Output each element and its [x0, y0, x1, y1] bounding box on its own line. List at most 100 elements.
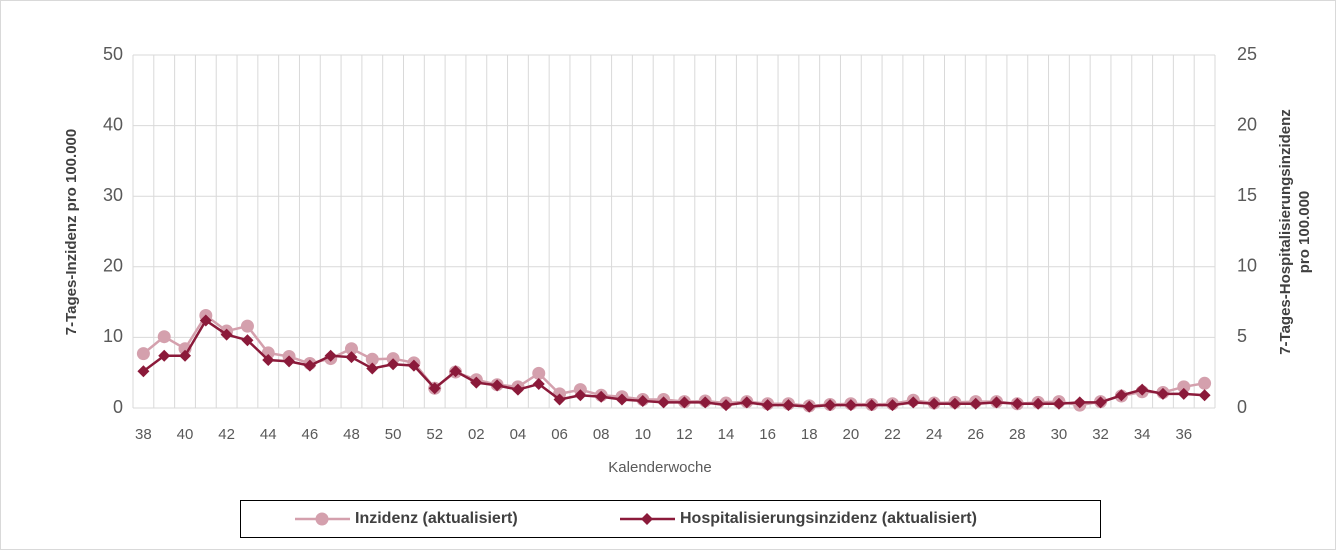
data-point [761, 399, 774, 412]
data-point [740, 396, 753, 409]
data-point [449, 365, 462, 378]
data-point [262, 353, 275, 366]
x-tick-label: 42 [218, 426, 235, 443]
data-point [824, 399, 837, 412]
data-point [1052, 397, 1065, 410]
y-tick-label: 40 [103, 114, 123, 134]
data-point [283, 355, 296, 368]
data-point [1177, 387, 1190, 400]
data-point [720, 399, 733, 412]
x-tick-label: 02 [468, 426, 485, 443]
data-point [532, 366, 546, 380]
legend-label: Inzidenz (aktualisiert) [355, 510, 518, 527]
data-point [1177, 380, 1191, 394]
data-point [1094, 396, 1107, 409]
legend-box [240, 500, 1101, 538]
x-axis-label: Kalenderwoche [608, 459, 711, 476]
data-point [199, 314, 212, 327]
data-point [782, 399, 795, 412]
x-tick-label: 26 [967, 426, 984, 443]
data-point [969, 397, 982, 410]
y2-tick-label: 20 [1237, 114, 1257, 134]
data-point [220, 328, 233, 341]
data-point [324, 349, 337, 362]
y-tick-label: 0 [113, 397, 123, 417]
y2-axis-label: pro 100.000 [1296, 191, 1313, 274]
data-point [407, 359, 420, 372]
x-tick-label: 44 [260, 426, 277, 443]
x-tick-label: 04 [510, 426, 527, 443]
y2-axis-label: 7-Tages-Hospitalisierungsinzidenz [1277, 109, 1294, 355]
x-tick-label: 40 [177, 426, 194, 443]
data-point [532, 377, 545, 390]
data-point [1032, 397, 1045, 410]
x-tick-label: 48 [343, 426, 360, 443]
data-point [470, 376, 483, 389]
data-point [1073, 396, 1086, 409]
x-tick-label: 16 [759, 426, 776, 443]
data-point [158, 349, 171, 362]
data-point [1136, 383, 1149, 396]
data-point [844, 399, 857, 412]
x-tick-label: 38 [135, 426, 152, 443]
x-tick-label: 28 [1009, 426, 1026, 443]
data-point [491, 379, 504, 392]
data-point [1011, 397, 1024, 410]
data-point [803, 400, 816, 413]
data-point [928, 397, 941, 410]
y-tick-label: 50 [103, 44, 123, 64]
data-point [387, 358, 400, 371]
x-tick-label: 14 [718, 426, 735, 443]
data-point [157, 330, 171, 344]
x-tick-label: 30 [1051, 426, 1068, 443]
data-point [1198, 389, 1211, 402]
data-point [428, 382, 441, 395]
x-tick-label: 32 [1092, 426, 1109, 443]
data-point [574, 389, 587, 402]
data-point [137, 365, 150, 378]
y2-tick-label: 0 [1237, 397, 1247, 417]
legend-label: Hospitalisierungsinzidenz (aktualisiert) [680, 510, 977, 527]
x-tick-label: 50 [385, 426, 402, 443]
data-point [907, 396, 920, 409]
data-point [240, 319, 254, 333]
y-axis-label: 7-Tages-Inzidenz pro 100.000 [63, 129, 80, 335]
data-point [345, 351, 358, 364]
data-point [615, 393, 628, 406]
data-point [636, 394, 649, 407]
x-tick-label: 34 [1134, 426, 1151, 443]
data-point [366, 362, 379, 375]
y2-tick-label: 15 [1237, 185, 1257, 205]
x-tick-label: 20 [843, 426, 860, 443]
data-point [365, 352, 379, 366]
y-tick-label: 10 [103, 326, 123, 346]
data-point [699, 396, 712, 409]
data-point [595, 390, 608, 403]
data-point [990, 396, 1003, 409]
x-tick-label: 08 [593, 426, 610, 443]
data-point [678, 396, 691, 409]
x-tick-label: 18 [801, 426, 818, 443]
data-point [553, 393, 566, 406]
y2-tick-label: 25 [1237, 44, 1257, 64]
data-point [511, 383, 524, 396]
legend-marker [641, 513, 653, 525]
data-point [136, 347, 150, 361]
data-point [303, 359, 316, 372]
data-point [241, 334, 254, 347]
data-point [886, 399, 899, 412]
data-point [1198, 376, 1212, 390]
series-line [142, 318, 1205, 408]
data-point [1156, 387, 1169, 400]
data-point [657, 396, 670, 409]
data-point [344, 342, 358, 356]
y2-tick-label: 10 [1237, 256, 1257, 276]
y-tick-label: 30 [103, 185, 123, 205]
y2-tick-label: 5 [1237, 326, 1247, 346]
data-point [865, 399, 878, 412]
x-tick-label: 06 [551, 426, 568, 443]
data-point [1115, 389, 1128, 402]
legend-marker [315, 512, 329, 526]
